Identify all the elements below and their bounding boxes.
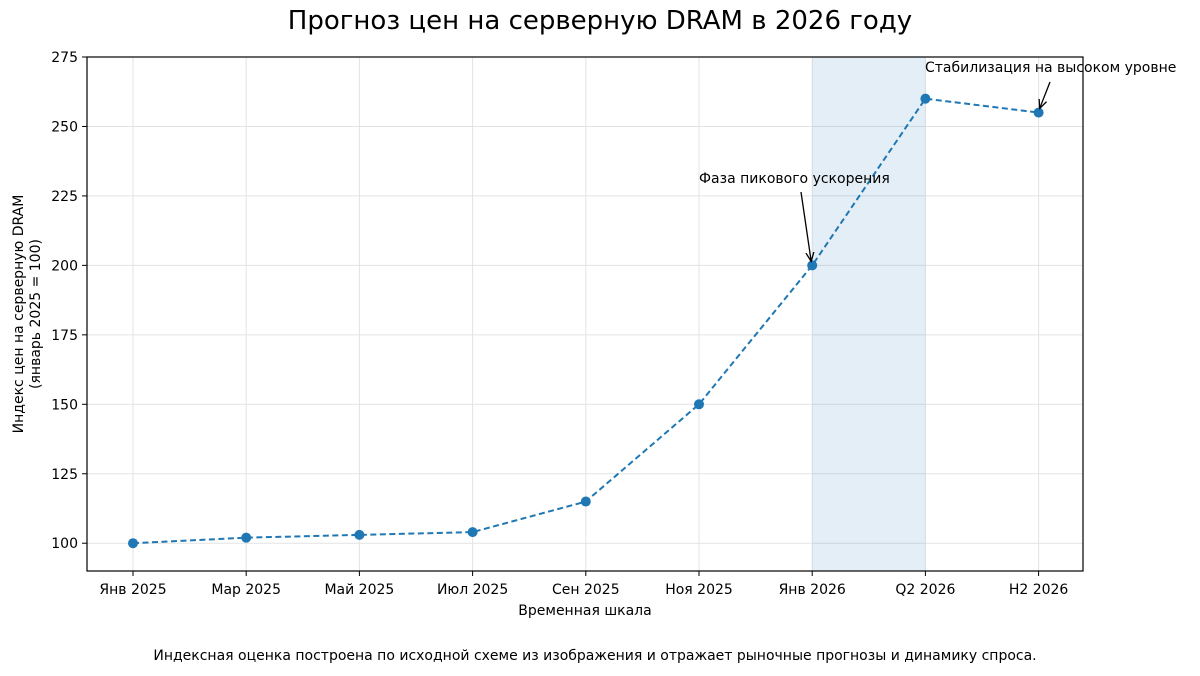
x-tick-label: H2 2026 [1009,582,1069,598]
chart-footnote: Индексная оценка построена по исходной с… [153,648,1037,664]
data-point [920,93,931,104]
data-point [694,399,704,410]
x-tick-label: Ноя 2025 [665,582,733,598]
data-point [807,260,818,271]
data-point [1033,107,1044,118]
x-tick-label: Сен 2025 [552,582,620,598]
data-point [580,496,591,507]
x-axis-label: Временная шкала [518,603,651,619]
y-tick-label: 100 [51,536,78,552]
y-axis-label-line: Индекс цен на серверную DRAM [11,195,27,434]
y-tick-label: 275 [51,50,78,66]
data-point [467,527,478,538]
annotations: Фаза пикового ускорения Стабилизация на в… [699,60,1176,261]
x-tick-label: Q2 2026 [895,582,955,598]
x-tick-label: Июл 2025 [437,582,508,598]
x-tick-label: Май 2025 [324,582,394,598]
y-tick-label: 250 [51,119,78,135]
y-tick-label: 225 [51,189,78,205]
shaded-region [812,57,926,571]
annotation-peak-label: Фаза пикового ускорения [699,171,890,187]
data-point [128,538,138,549]
x-tick-label: Мар 2025 [211,582,281,598]
data-point [241,532,252,543]
plot-frame [86,56,1084,572]
x-tick-label: Янв 2026 [779,582,846,598]
y-axis-label: Индекс цен на серверную DRAM(январь 2025… [11,195,44,434]
data-point [354,529,365,540]
data-points [128,93,1044,549]
y-tick-label: 200 [51,258,78,274]
shaded-span [812,57,926,571]
annotation-plateau-arrow [1040,81,1051,109]
y-tick-label: 150 [51,397,78,413]
annotation-plateau-label: Стабилизация на высоком уровне [925,60,1176,76]
chart-title: Прогноз цен на серверную DRAM в 2026 год… [287,6,913,36]
gridlines [87,56,1083,571]
y-tick-label: 125 [51,467,78,483]
x-tick-label: Янв 2025 [99,582,166,598]
axes: Янв 2025 Мар 2025 Май 2025 Июл 2025 Сен 2025… [11,50,1084,619]
y-axis-label-line: (январь 2025 = 100) [28,239,44,389]
annotation-peak-arrow [800,191,811,261]
y-tick-label: 175 [51,328,78,344]
